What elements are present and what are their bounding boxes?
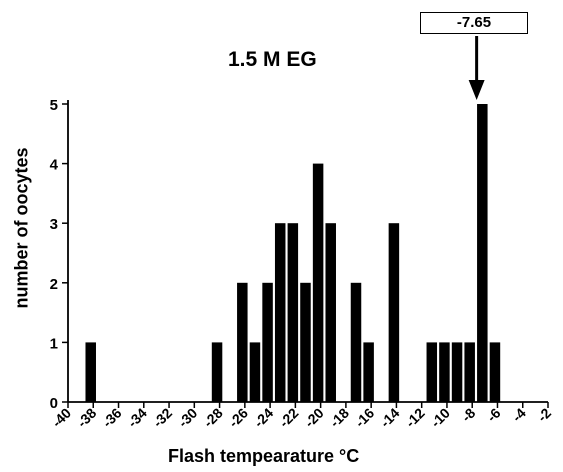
bar-17 (477, 104, 488, 402)
x-tick-label-17: -6 (483, 405, 503, 425)
x-tick-label-6: -28 (200, 405, 226, 431)
y-tick-label-4: 4 (50, 157, 59, 174)
bar-3 (249, 342, 261, 402)
bar-4 (262, 282, 273, 402)
bar-7 (300, 282, 311, 402)
bar-13 (426, 342, 438, 402)
y-tick-label-1: 1 (50, 335, 58, 352)
x-tick-label-3: -34 (124, 405, 150, 431)
bars-layer (85, 104, 501, 402)
annotation-label-box: -7.65 (420, 12, 528, 34)
x-tick-label-16: -8 (458, 405, 478, 425)
y-tick-label-2: 2 (50, 276, 58, 293)
x-tick-label-15: -10 (427, 405, 453, 431)
x-tick-label-8: -24 (251, 405, 277, 431)
x-tick-label-19: -2 (534, 405, 554, 425)
axes-layer (67, 100, 548, 403)
x-tick-label-12: -16 (352, 405, 378, 431)
bar-9 (325, 223, 336, 402)
x-tick-label-1: -38 (74, 405, 100, 431)
x-tick-label-11: -18 (326, 405, 352, 431)
x-tick-label-13: -14 (377, 405, 403, 431)
annotation-layer (468, 36, 485, 100)
bar-0 (85, 342, 96, 402)
x-tick-label-14: -12 (402, 405, 428, 431)
x-tick-label-10: -20 (301, 405, 327, 431)
bar-15 (451, 342, 463, 402)
bar-8 (312, 163, 324, 402)
bar-2 (237, 282, 248, 402)
chart-title: 1.5 M EG (228, 48, 317, 71)
bar-10 (350, 282, 362, 402)
bar-14 (439, 342, 450, 402)
x-tick-label-18: -4 (509, 405, 529, 425)
annotation-arrow-head (468, 80, 485, 100)
x-tick-label-2: -36 (99, 405, 125, 431)
x-tick-label-4: -32 (150, 405, 176, 431)
bar-6 (287, 223, 299, 402)
y-tick-label-0: 0 (50, 395, 58, 412)
bar-1 (211, 342, 223, 402)
bar-16 (464, 342, 475, 402)
bar-11 (363, 342, 374, 402)
bar-18 (489, 342, 501, 402)
x-tick-label-5: -30 (175, 405, 201, 431)
x-tick-label-9: -22 (276, 405, 302, 431)
y-tick-label-3: 3 (50, 216, 58, 233)
x-axis-label: Flash tempearature °C (168, 446, 360, 466)
bar-12 (388, 223, 400, 402)
y-tick-label-5: 5 (50, 97, 58, 114)
bar-5 (274, 223, 286, 402)
x-tick-label-7: -26 (225, 405, 251, 431)
